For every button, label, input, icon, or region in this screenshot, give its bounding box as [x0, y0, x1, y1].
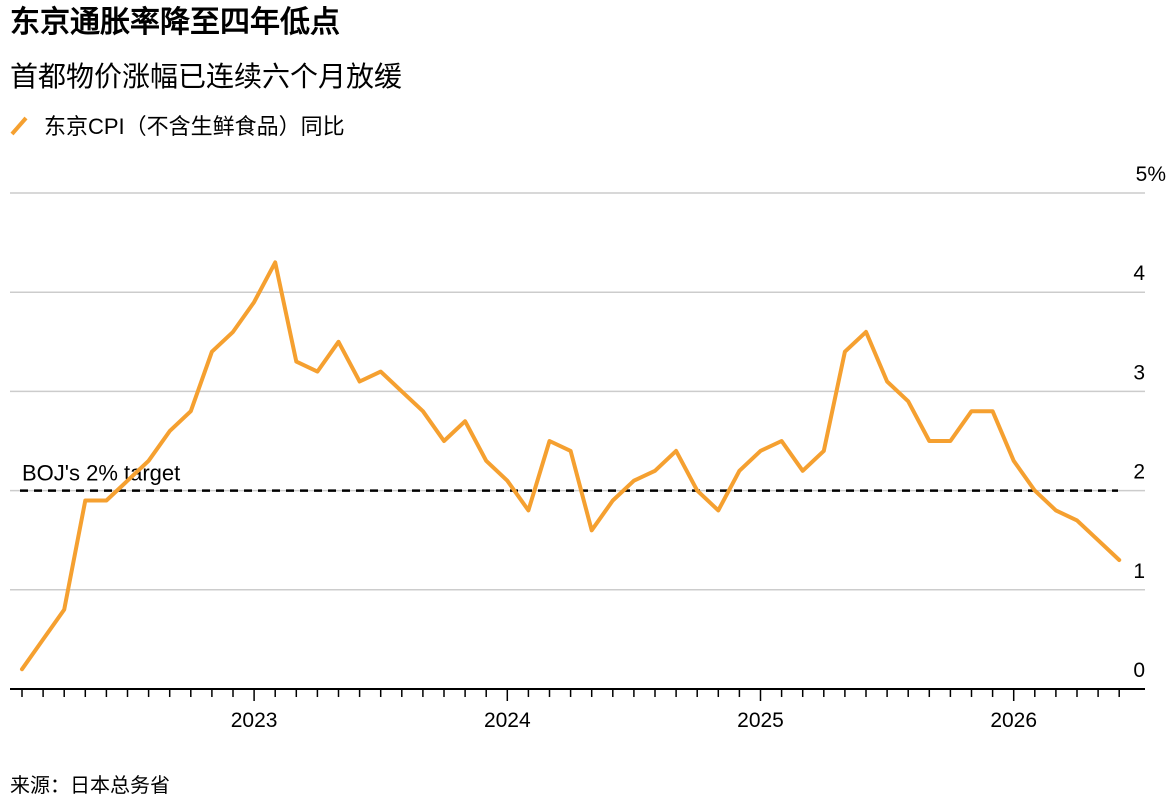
legend-label: 东京CPI（不含生鲜食品）同比 — [44, 114, 345, 139]
source: 来源：日本总务省 — [10, 774, 170, 797]
x-tick-label: 2026 — [990, 709, 1037, 732]
y-tick-label: 4 — [1133, 262, 1145, 285]
legend-swatch — [10, 116, 28, 136]
y-tick-label: 2 — [1133, 461, 1145, 484]
y-tick-label: 3 — [1133, 361, 1145, 384]
chart-title: 东京通胀率降至四年低点 — [10, 5, 340, 39]
y-tick-label: 0 — [1133, 659, 1145, 682]
y-tick-label: 1 — [1133, 560, 1145, 583]
x-tick-label: 2024 — [484, 709, 531, 732]
x-tick-label: 2023 — [231, 709, 278, 732]
y-tick-label: 5% — [1136, 163, 1166, 186]
series-line — [20, 260, 1122, 672]
chart-subtitle: 首都物价涨幅已连续六个月放缓 — [10, 61, 402, 92]
target-label: BOJ's 2% target — [22, 461, 180, 486]
x-tick-label: 2025 — [737, 709, 784, 732]
